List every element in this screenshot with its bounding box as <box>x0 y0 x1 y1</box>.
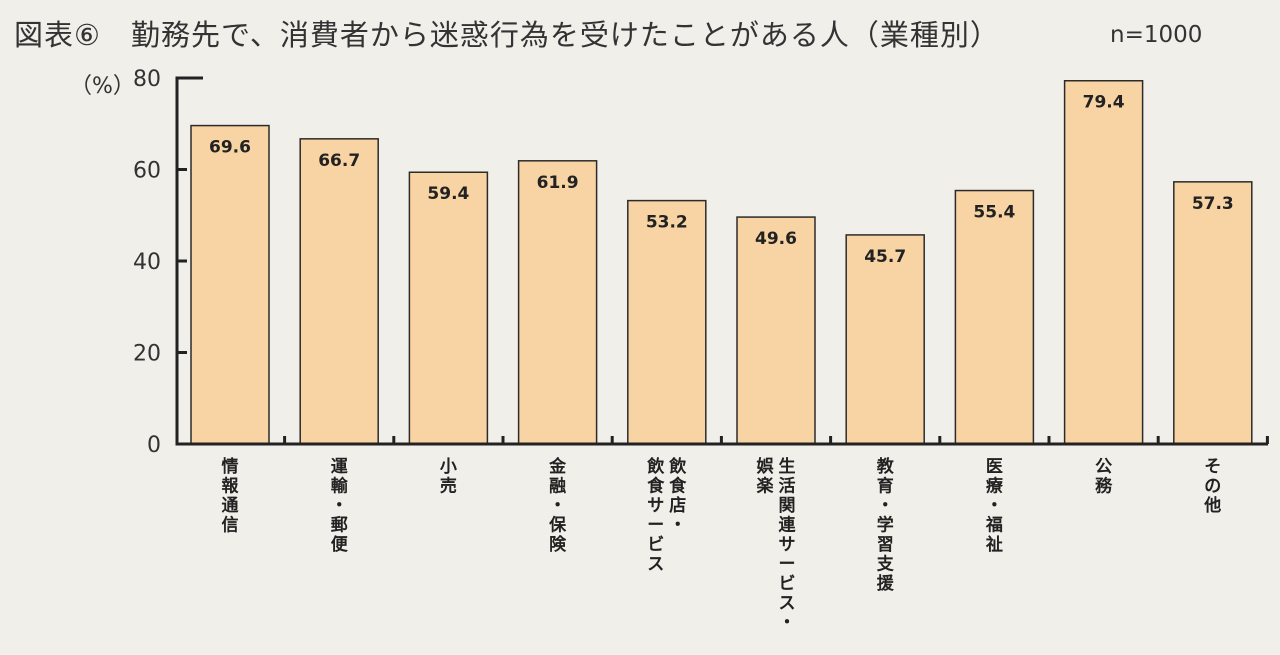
y-tick-label-80: 80 <box>133 67 161 92</box>
category-label-5-line-2: 飲食サービス <box>646 456 665 575</box>
bar-7 <box>845 234 925 445</box>
y-tick-label-40: 40 <box>133 250 161 275</box>
category-label-10: その他 <box>1203 457 1221 516</box>
value-label-3: 59.4 <box>427 184 469 204</box>
sample-size-label: n=1000 <box>1110 22 1203 48</box>
y-tick-label-20: 20 <box>133 342 161 367</box>
bar-2 <box>299 138 379 445</box>
category-label-1: 情報通信 <box>222 456 240 536</box>
bar-9 <box>1063 79 1144 445</box>
bar-4 <box>517 160 598 445</box>
category-label-6-line-1: 生活関連サービス・ <box>779 456 797 633</box>
bar-10 <box>1173 181 1253 445</box>
chart-title: 図表⑥ 勤務先で、消費者から迷惑行為を受けたことがある人（業種別） <box>14 18 1000 52</box>
category-label-4: 金融・保険 <box>548 456 567 555</box>
category-label-9: 公務 <box>1095 457 1113 497</box>
bar-3 <box>408 171 489 445</box>
category-label-7: 教育・学習支援 <box>876 456 895 594</box>
category-label-5-line-1: 飲食店・ <box>668 456 687 536</box>
value-label-4: 61.9 <box>537 173 579 193</box>
y-tick-label-0: 0 <box>147 433 161 458</box>
value-label-6: 49.6 <box>755 229 797 249</box>
value-label-10: 57.3 <box>1192 194 1234 214</box>
value-label-2: 66.7 <box>318 151 360 171</box>
category-label-3: 小売 <box>440 457 457 497</box>
value-label-5: 53.2 <box>646 213 688 233</box>
category-label-6-line-2: 娯楽 <box>757 456 775 497</box>
bar-8 <box>954 189 1035 445</box>
value-label-8: 55.4 <box>973 203 1015 223</box>
value-label-9: 79.4 <box>1083 93 1125 113</box>
bar-6 <box>736 216 816 445</box>
y-axis-unit-label: （%） <box>70 74 135 99</box>
y-tick-label-60: 60 <box>133 159 161 184</box>
bar-5 <box>627 199 707 445</box>
category-label-2: 運輸・郵便 <box>331 457 349 555</box>
value-label-1: 69.6 <box>209 138 251 158</box>
category-label-8: 医療・福祉 <box>985 457 1004 555</box>
value-label-7: 45.7 <box>864 247 906 267</box>
bar-1 <box>190 124 270 445</box>
